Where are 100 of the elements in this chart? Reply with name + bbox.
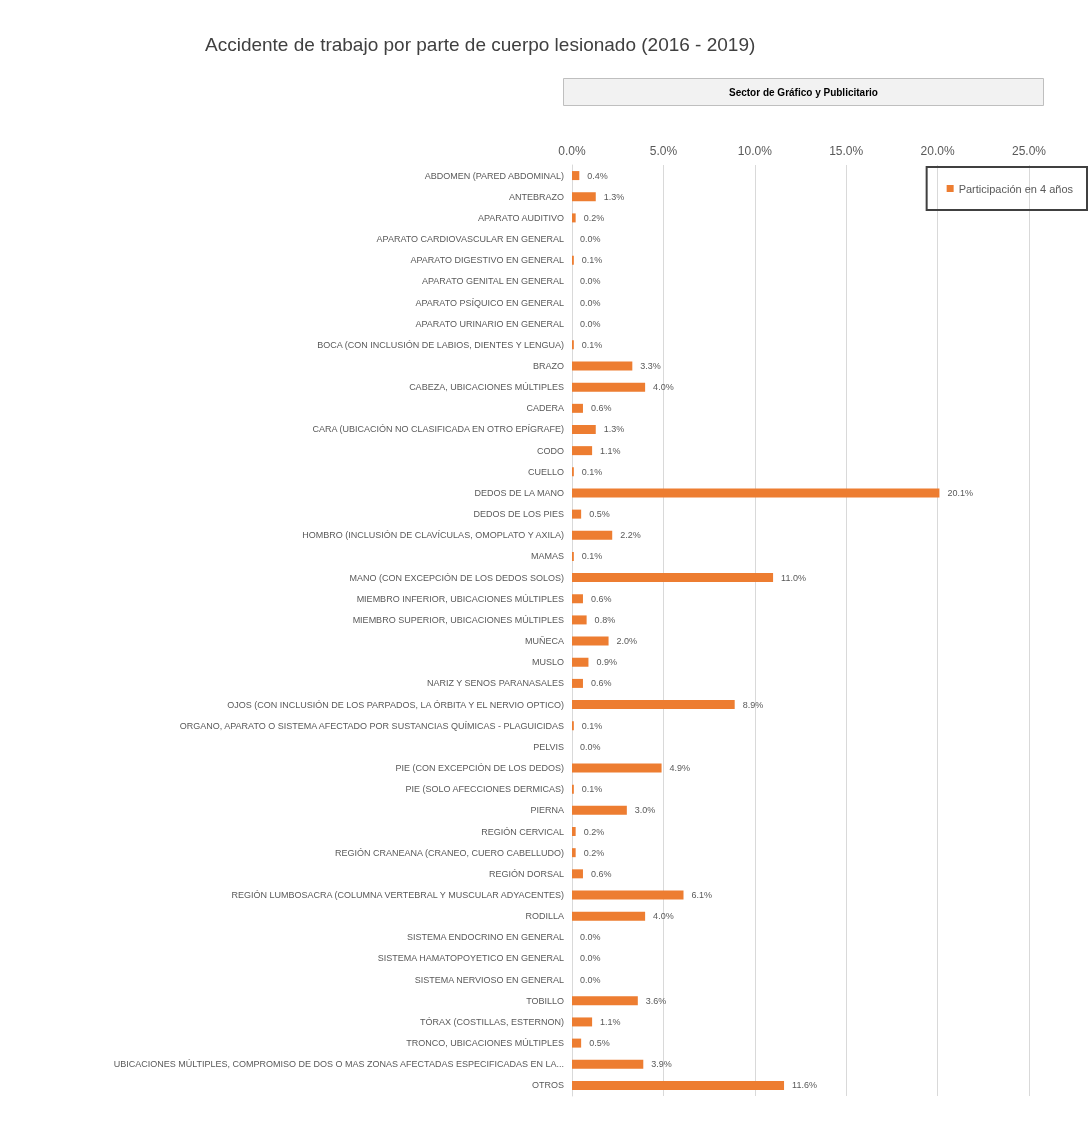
bar [572, 1080, 785, 1090]
y-tick-label: CARA (UBICACIÓN NO CLASIFICADA EN OTRO EPÍGRAFE) [312, 424, 564, 435]
data-label: 6.1% [691, 889, 713, 900]
y-tick-label: PELVIS [533, 741, 564, 752]
bar [572, 657, 589, 667]
data-label: 0.1% [581, 551, 603, 562]
bar [572, 192, 596, 202]
bar [572, 763, 662, 773]
data-label: 4.0% [653, 911, 674, 922]
bar [572, 848, 576, 858]
x-tick-label: 0.0% [558, 144, 586, 158]
data-label: 0.1% [581, 339, 603, 350]
data-label: 0.0% [580, 932, 601, 943]
y-tick-label: MANO (CON EXCEPCIÓN DE LOS DEDOS SOLOS) [349, 572, 564, 583]
bar [572, 509, 582, 519]
bar [572, 382, 646, 392]
y-tick-label: APARATO GENITAL EN GENERAL [421, 276, 564, 287]
y-tick-label: REGIÓN DORSAL [488, 868, 564, 879]
bar [572, 1017, 593, 1027]
data-label: 0.8% [594, 614, 616, 625]
data-label: 2.0% [616, 636, 638, 647]
y-tick-label: APARATO PSÍQUICO EN GENERAL [415, 297, 564, 308]
bar [572, 171, 580, 181]
y-tick-label: PIE (CON EXCEPCIÓN DE LOS DEDOS) [395, 763, 564, 774]
y-tick-label: ORGANO, APARATO O SISTEMA AFECTADO POR SUSTANCIAS QUÍMICAS - PLAGUICIDAS [179, 720, 564, 731]
data-label: 0.5% [589, 509, 610, 520]
bar [572, 530, 613, 540]
y-tick-label: BOCA (CON INCLUSIÓN DE LABIOS, DIENTES Y LENGUA) [317, 339, 564, 350]
data-label: 0.2% [583, 212, 605, 223]
data-label: 0.6% [590, 868, 612, 879]
data-label: 0.0% [580, 953, 601, 964]
bar [572, 1059, 644, 1069]
data-label: 0.0% [580, 974, 601, 985]
data-label: 0.0% [580, 276, 601, 287]
data-label: 0.0% [580, 234, 601, 245]
bar [572, 700, 735, 710]
y-tick-label: TRONCO, UBICACIONES MÚLTIPLES [406, 1038, 564, 1049]
data-label: 20.1% [947, 487, 973, 498]
y-tick-label: DEDOS DE LA MANO [474, 487, 564, 498]
bar [572, 890, 684, 900]
y-tick-label: PIERNA [530, 805, 564, 816]
bar [572, 805, 627, 815]
y-tick-label: CODO [537, 445, 564, 456]
bar [572, 678, 583, 688]
y-tick-label: SISTEMA NERVIOSO EN GENERAL [414, 974, 564, 985]
y-tick-label: DEDOS DE LOS PIES [473, 509, 564, 520]
y-tick-label: PIE (SOLO AFECCIONES DERMICAS) [405, 784, 564, 795]
data-label: 1.3% [603, 191, 625, 202]
bar [572, 573, 774, 583]
y-tick-label: OJOS (CON INCLUSIÓN DE LOS PARPADOS, LA ÓRBITA Y EL NERVIO OPTICO) [227, 699, 564, 710]
bar [572, 869, 583, 879]
data-label: 0.1% [581, 784, 603, 795]
data-label: 3.6% [645, 995, 667, 1006]
x-tick-label: 10.0% [737, 144, 773, 158]
y-tick-label: MUSLO [531, 657, 564, 668]
bar [572, 403, 583, 413]
data-label: 11.6% [792, 1080, 817, 1091]
data-label: 0.0% [580, 318, 601, 329]
chart-subtitle: Sector de Gráfico y Publicitario [729, 86, 878, 98]
y-tick-label: MUÑECA [524, 636, 564, 647]
bar [572, 636, 609, 646]
y-tick-label: ANTEBRAZO [508, 191, 564, 202]
bar [572, 594, 583, 604]
bar [572, 424, 596, 434]
y-tick-label: APARATO CARDIOVASCULAR EN GENERAL [376, 234, 564, 245]
y-tick-label: CADERA [526, 403, 564, 414]
data-label: 11.0% [781, 572, 806, 583]
y-tick-label: APARATO URINARIO EN GENERAL [415, 318, 564, 329]
x-tick-label: 5.0% [649, 144, 678, 158]
x-tick-label: 25.0% [1011, 144, 1047, 158]
y-tick-label: OTROS [531, 1080, 564, 1091]
data-label: 2.2% [620, 530, 641, 541]
y-tick-label: MIEMBRO SUPERIOR, UBICACIONES MÚLTIPLES [352, 614, 564, 625]
data-label: 8.9% [742, 699, 764, 710]
y-tick-label: NARIZ Y SENOS PARANASALES [426, 678, 564, 689]
y-tick-label: MAMAS [530, 551, 564, 562]
y-tick-label: SISTEMA HAMATOPOYETICO EN GENERAL [377, 953, 564, 964]
y-tick-label: REGIÓN CRANEANA (CRANEO, CUERO CABELLUDO) [334, 847, 564, 858]
data-label: 0.2% [583, 826, 605, 837]
data-label: 3.0% [634, 805, 656, 816]
data-label: 0.6% [590, 403, 612, 414]
data-label: 0.9% [596, 657, 617, 668]
x-tick-label: 15.0% [829, 144, 864, 158]
data-label: 0.0% [580, 297, 601, 308]
y-tick-label: REGIÓN LUMBOSACRA (COLUMNA VERTEBRAL Y MUSCULAR ADYACENTES) [231, 889, 564, 900]
bar [572, 213, 576, 223]
y-tick-label: MIEMBRO INFERIOR, UBICACIONES MÚLTIPLES [356, 593, 564, 604]
data-label: 3.9% [651, 1059, 672, 1070]
data-label: 0.5% [589, 1038, 610, 1049]
x-tick-label: 20.0% [920, 144, 955, 158]
data-label: 0.6% [590, 678, 612, 689]
bar [572, 361, 633, 371]
data-label: 0.4% [587, 170, 608, 181]
y-tick-label: APARATO DIGESTIVO EN GENERAL [410, 255, 564, 266]
chart-title: Accidente de trabajo por parte de cuerpo lesionado (2016 - 2019) [205, 34, 756, 55]
y-tick-label: APARATO AUDITIVO [477, 212, 564, 223]
y-tick-label: UBICACIONES MÚLTIPLES, COMPROMISO DE DOS O MAS ZONAS AFECTADAS ESPECIFICADAS EN LA... [113, 1059, 564, 1070]
data-label: 3.3% [640, 361, 661, 372]
data-label: 0.1% [581, 720, 603, 731]
data-label: 0.2% [583, 847, 605, 858]
